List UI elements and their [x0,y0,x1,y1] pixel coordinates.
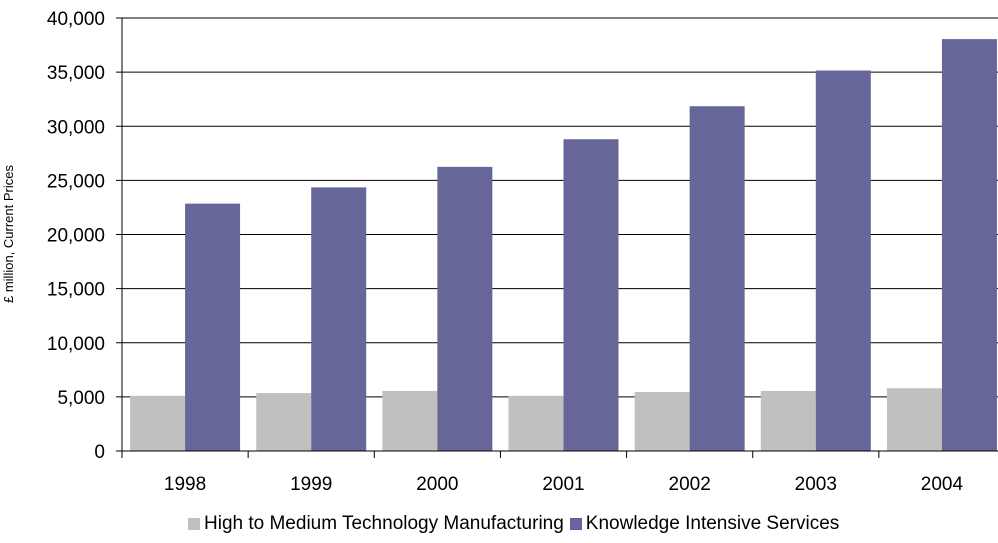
x-tick-label: 2001 [542,474,584,495]
x-tick-label: 1998 [164,474,206,495]
y-tick-label: 10,000 [47,334,105,355]
x-tick-label: 2004 [921,474,964,495]
x-tick-labels: 1998 1999 2000 2001 2002 2003 2004 [164,474,964,495]
y-tick-label: 5,000 [57,388,105,409]
x-tick-label: 2003 [795,474,837,495]
bar-services-1999 [311,187,367,451]
legend-item-manufacturing: High to Medium Technology Manufacturing [188,513,564,535]
legend-label-services: Knowledge Intensive Services [585,513,840,534]
legend: High to Medium Technology Manufacturing … [188,513,845,535]
y-tick-label: 25,000 [47,171,105,192]
bars [130,39,997,452]
x-tick-label: 2000 [416,474,458,495]
bar-services-2004 [941,39,997,451]
bar-services-1998 [185,203,241,451]
bar-services-2003 [815,70,871,451]
bar-manufacturing-1999 [256,393,312,451]
axes [116,17,998,458]
y-tick-label: 40,000 [47,9,105,30]
legend-label-manufacturing: High to Medium Technology Manufacturing [204,513,564,534]
bar-services-2001 [563,139,619,452]
bar-manufacturing-2000 [382,390,438,451]
x-tick-label: 2002 [669,474,711,495]
bar-manufacturing-2004 [886,388,942,451]
bar-services-2000 [437,166,493,451]
x-tick-label: 1999 [290,474,332,495]
y-tick-label: 0 [94,442,105,463]
y-axis-title: £ million, Current Prices [1,165,16,303]
bar-services-2002 [689,106,745,451]
legend-item-services: Knowledge Intensive Services [569,513,840,535]
y-tick-labels: 0 5,000 10,000 15,000 20,000 25,000 30,000 35,0… [47,9,105,463]
legend-swatch-manufacturing [188,518,200,530]
bar-manufacturing-2003 [760,390,816,451]
y-tick-label: 15,000 [47,280,105,301]
legend-swatch-services [569,518,582,530]
y-tick-label: 35,000 [47,63,105,84]
bar-manufacturing-1998 [130,395,186,451]
bar-manufacturing-2002 [634,392,690,451]
bar-manufacturing-2001 [508,395,564,451]
y-tick-label: 20,000 [47,226,105,247]
y-tick-label: 30,000 [47,117,105,138]
